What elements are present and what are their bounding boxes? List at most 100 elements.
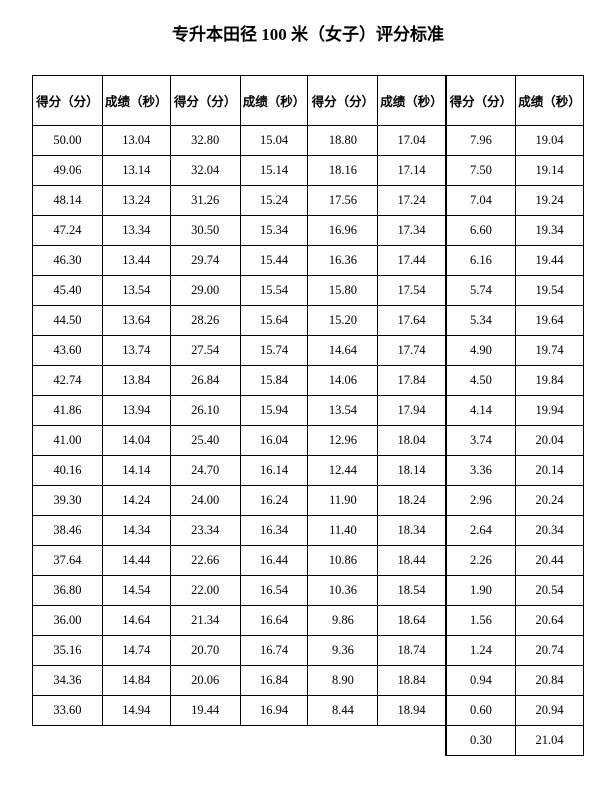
cell-time: 15.64 <box>240 306 308 336</box>
header-score-4: 得分（分） <box>446 76 516 126</box>
header-time-3: 成绩（秒） <box>378 76 446 126</box>
header-time-4: 成绩（秒） <box>516 76 584 126</box>
cell-score: 8.44 <box>308 696 378 726</box>
cell-score: 4.50 <box>446 366 516 396</box>
table-row: 36.0014.6421.3416.649.8618.641.5620.64 <box>33 606 584 636</box>
table-row: 49.0613.1432.0415.1418.1617.147.5019.14 <box>33 156 584 186</box>
cell-time: 15.44 <box>240 246 308 276</box>
cell-score: 36.00 <box>33 606 103 636</box>
cell-time: 18.84 <box>378 666 446 696</box>
cell-score: 11.40 <box>308 516 378 546</box>
header-score-2: 得分（分） <box>170 76 240 126</box>
cell-score: 42.74 <box>33 366 103 396</box>
cell-time: 14.34 <box>102 516 170 546</box>
cell-time: 15.04 <box>240 126 308 156</box>
cell-time: 14.84 <box>102 666 170 696</box>
cell-time: 15.94 <box>240 396 308 426</box>
cell-score <box>33 726 103 756</box>
cell-time: 19.04 <box>516 126 584 156</box>
cell-score: 30.50 <box>170 216 240 246</box>
cell-score: 2.96 <box>446 486 516 516</box>
cell-time: 15.14 <box>240 156 308 186</box>
cell-time: 20.74 <box>516 636 584 666</box>
cell-score: 32.04 <box>170 156 240 186</box>
cell-score: 12.44 <box>308 456 378 486</box>
cell-time: 13.54 <box>102 276 170 306</box>
cell-time: 17.84 <box>378 366 446 396</box>
table-row: 41.8613.9426.1015.9413.5417.944.1419.94 <box>33 396 584 426</box>
cell-time: 13.04 <box>102 126 170 156</box>
table-row: 41.0014.0425.4016.0412.9618.043.7420.04 <box>33 426 584 456</box>
cell-time: 18.94 <box>378 696 446 726</box>
cell-score: 36.80 <box>33 576 103 606</box>
cell-score: 38.46 <box>33 516 103 546</box>
cell-time: 20.44 <box>516 546 584 576</box>
cell-time: 13.84 <box>102 366 170 396</box>
table-row: 48.1413.2431.2615.2417.5617.247.0419.24 <box>33 186 584 216</box>
cell-score: 2.26 <box>446 546 516 576</box>
cell-score: 0.60 <box>446 696 516 726</box>
page-title: 专升本田径 100 米（女子）评分标准 <box>0 20 616 45</box>
cell-score: 29.74 <box>170 246 240 276</box>
cell-score: 33.60 <box>33 696 103 726</box>
cell-time <box>240 726 308 756</box>
cell-time: 18.14 <box>378 456 446 486</box>
cell-time: 16.34 <box>240 516 308 546</box>
table-row: 38.4614.3423.3416.3411.4018.342.6420.34 <box>33 516 584 546</box>
table-row: 45.4013.5429.0015.5415.8017.545.7419.54 <box>33 276 584 306</box>
cell-score: 7.04 <box>446 186 516 216</box>
cell-time: 14.74 <box>102 636 170 666</box>
cell-score: 31.26 <box>170 186 240 216</box>
cell-score: 40.16 <box>33 456 103 486</box>
cell-time: 18.74 <box>378 636 446 666</box>
table-row: 50.0013.0432.8015.0418.8017.047.9619.04 <box>33 126 584 156</box>
cell-score: 13.54 <box>308 396 378 426</box>
table-row: 47.2413.3430.5015.3416.9617.346.6019.34 <box>33 216 584 246</box>
header-row: 得分（分） 成绩（秒） 得分（分） 成绩（秒） 得分（分） 成绩（秒） 得分（分… <box>33 76 584 126</box>
cell-score <box>308 726 378 756</box>
cell-time: 16.94 <box>240 696 308 726</box>
cell-score: 41.00 <box>33 426 103 456</box>
cell-time: 20.04 <box>516 426 584 456</box>
cell-score: 3.36 <box>446 456 516 486</box>
cell-time: 13.24 <box>102 186 170 216</box>
cell-score: 10.36 <box>308 576 378 606</box>
cell-time: 13.34 <box>102 216 170 246</box>
cell-score: 32.80 <box>170 126 240 156</box>
cell-time: 17.24 <box>378 186 446 216</box>
cell-score: 47.24 <box>33 216 103 246</box>
cell-time: 16.84 <box>240 666 308 696</box>
cell-time: 13.14 <box>102 156 170 186</box>
table-row: 0.3021.04 <box>33 726 584 756</box>
cell-score: 6.16 <box>446 246 516 276</box>
cell-time: 17.44 <box>378 246 446 276</box>
table-body: 50.0013.0432.8015.0418.8017.047.9619.044… <box>33 126 584 756</box>
cell-time: 17.04 <box>378 126 446 156</box>
table-row: 46.3013.4429.7415.4416.3617.446.1619.44 <box>33 246 584 276</box>
cell-time: 13.74 <box>102 336 170 366</box>
cell-time: 17.94 <box>378 396 446 426</box>
cell-score: 11.90 <box>308 486 378 516</box>
cell-score: 5.74 <box>446 276 516 306</box>
cell-time: 20.34 <box>516 516 584 546</box>
cell-time: 19.74 <box>516 336 584 366</box>
cell-time: 18.24 <box>378 486 446 516</box>
cell-time: 14.04 <box>102 426 170 456</box>
cell-time: 18.34 <box>378 516 446 546</box>
header-time-1: 成绩（秒） <box>102 76 170 126</box>
table-row: 37.6414.4422.6616.4410.8618.442.2620.44 <box>33 546 584 576</box>
cell-time: 21.04 <box>516 726 584 756</box>
cell-score: 0.94 <box>446 666 516 696</box>
cell-time: 18.54 <box>378 576 446 606</box>
cell-time: 19.84 <box>516 366 584 396</box>
cell-time: 14.64 <box>102 606 170 636</box>
cell-score: 39.30 <box>33 486 103 516</box>
cell-score: 3.74 <box>446 426 516 456</box>
cell-score: 35.16 <box>33 636 103 666</box>
cell-time: 17.54 <box>378 276 446 306</box>
cell-score: 24.70 <box>170 456 240 486</box>
cell-score: 12.96 <box>308 426 378 456</box>
header-score-1: 得分（分） <box>33 76 103 126</box>
table-row: 44.5013.6428.2615.6415.2017.645.3419.64 <box>33 306 584 336</box>
cell-score: 20.06 <box>170 666 240 696</box>
